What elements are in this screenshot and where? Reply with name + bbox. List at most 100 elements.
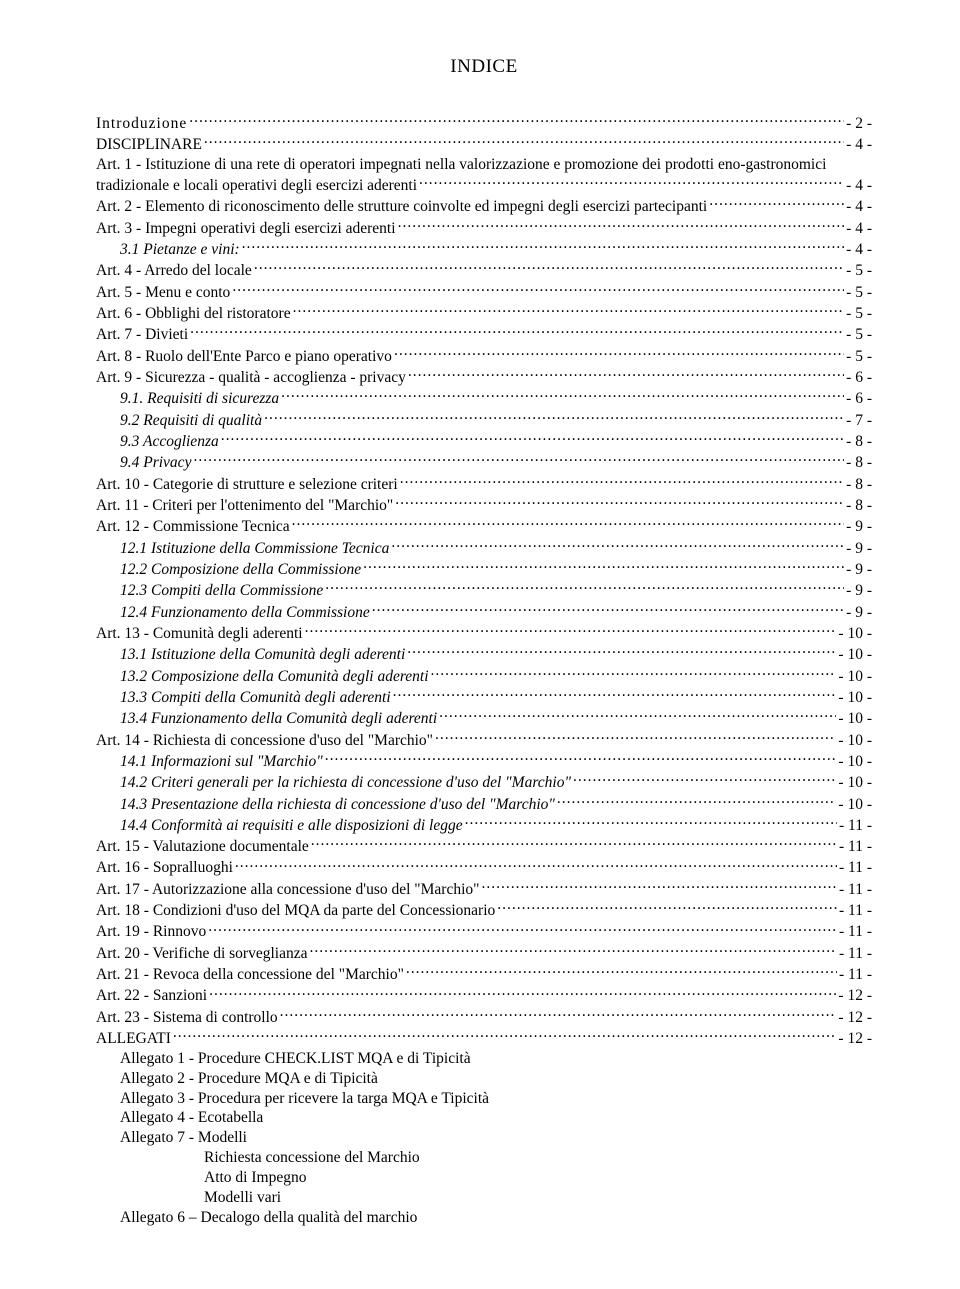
toc-page: - 10 -	[838, 645, 872, 665]
toc-page: - 10 -	[838, 624, 872, 644]
toc-line: 9.4 Privacy- 8 -	[96, 452, 872, 473]
toc-label: Art. 21 - Revoca della concessione del "…	[96, 965, 404, 985]
appendix-line: Modelli vari	[96, 1188, 872, 1208]
toc-dots	[189, 112, 844, 128]
toc-dots	[573, 772, 836, 788]
toc-line: Art. 14 - Richiesta di concessione d'uso…	[96, 729, 872, 750]
toc-page: - 9 -	[846, 603, 872, 623]
toc-line: Art. 17 - Autorizzazione alla concession…	[96, 878, 872, 899]
toc-line: 14.3 Presentazione della richiesta di co…	[96, 793, 872, 814]
toc-label: Art. 3 - Impegni operativi degli eserciz…	[96, 219, 396, 239]
toc-dots	[407, 644, 836, 660]
toc-page: - 2 -	[846, 114, 872, 134]
toc-page: - 11 -	[839, 922, 872, 942]
page: INDICE Introduzione- 2 -DISCIPLINARE- 4 …	[0, 0, 960, 1283]
toc-dots	[293, 302, 845, 318]
toc-label: Art. 23 - Sistema di controllo	[96, 1008, 278, 1028]
toc-line: Art. 3 - Impegni operativi degli eserciz…	[96, 217, 872, 238]
toc-label: Art. 14 - Richiesta di concessione d'uso…	[96, 731, 433, 751]
toc-dots	[393, 686, 837, 702]
toc-line: tradizionale e locali operativi degli es…	[96, 174, 872, 195]
toc-page: - 9 -	[846, 539, 872, 559]
toc-page: - 12 -	[838, 1008, 872, 1028]
toc-dots	[209, 985, 836, 1001]
toc-dots	[221, 430, 844, 446]
appendix-container: Allegato 1 - Procedure CHECK.LIST MQA e …	[96, 1049, 872, 1227]
toc-line: Art. 10 - Categorie di strutture e selez…	[96, 473, 872, 494]
toc-dots	[435, 729, 836, 745]
appendix-line: Richiesta concessione del Marchio	[96, 1148, 872, 1168]
toc-line: 12.1 Istituzione della Commissione Tecni…	[96, 537, 872, 558]
toc-page: - 7 -	[846, 411, 872, 431]
appendix-line: Allegato 2 - Procedure MQA e di Tipicità	[96, 1069, 872, 1089]
toc-page: - 12 -	[838, 986, 872, 1006]
toc-page: - 6 -	[846, 368, 872, 388]
toc-label: Art. 4 - Arredo del locale	[96, 261, 252, 281]
toc-dots	[242, 238, 845, 254]
toc-page: - 4 -	[846, 197, 872, 217]
toc-label: 14.2 Criteri generali per la richiesta d…	[120, 773, 571, 793]
toc-line: Art. 19 - Rinnovo - 11 -	[96, 921, 872, 942]
toc-line: 13.4 Funzionamento della Comunità degli …	[96, 708, 872, 729]
toc-label: 12.2 Composizione della Commissione	[120, 560, 361, 580]
toc-line: Art. 1 - Istituzione di una rete di oper…	[96, 155, 872, 175]
toc-label: Art. 22 - Sanzioni	[96, 986, 207, 1006]
toc-label: 14.3 Presentazione della richiesta di co…	[120, 795, 555, 815]
toc-line: Art. 6 - Obblighi del ristoratore- 5 -	[96, 302, 872, 323]
toc-line: 12.2 Composizione della Commissione- 9 -	[96, 558, 872, 579]
toc-label: Art. 6 - Obblighi del ristoratore	[96, 304, 291, 324]
toc-dots	[400, 473, 844, 489]
toc-label: Art. 8 - Ruolo dell'Ente Parco e piano o…	[96, 347, 392, 367]
toc-dots	[709, 196, 844, 212]
toc-dots	[465, 814, 837, 830]
toc-dots	[190, 324, 844, 340]
toc-line: 13.1 Istituzione della Comunità degli ad…	[96, 644, 872, 665]
toc-page: - 10 -	[838, 709, 872, 729]
toc-label: 9.4 Privacy	[120, 453, 191, 473]
toc-line: Art. 18 - Condizioni d'uso del MQA da pa…	[96, 900, 872, 921]
toc-label: Art. 19 - Rinnovo	[96, 922, 206, 942]
toc-line: 13.2 Composizione della Comunità degli a…	[96, 665, 872, 686]
toc-dots	[394, 345, 844, 361]
toc-label: 14.1 Informazioni sul "Marchio"	[120, 752, 323, 772]
toc-label: 3.1 Pietanze e vini:	[120, 240, 240, 260]
toc-label: DISCIPLINARE	[96, 135, 202, 155]
toc-dots	[193, 452, 844, 468]
toc-dots	[254, 260, 844, 276]
toc-label: 13.2 Composizione della Comunità degli a…	[120, 667, 429, 687]
toc-dots	[439, 708, 836, 724]
toc-label: Art. 12 - Commissione Tecnica	[96, 517, 290, 537]
toc-page: - 4 -	[846, 240, 872, 260]
toc-page: - 9 -	[846, 581, 872, 601]
toc-page: - 10 -	[838, 688, 872, 708]
toc-line: 14.1 Informazioni sul "Marchio"- 10 -	[96, 750, 872, 771]
toc-line: 9.3 Accoglienza- 8 -	[96, 430, 872, 451]
appendix-line: Allegato 7 - Modelli	[96, 1128, 872, 1148]
toc-dots	[408, 366, 844, 382]
toc-page: - 4 -	[846, 219, 872, 239]
toc-page: - 11 -	[839, 880, 872, 900]
appendix-line: Allegato 6 – Decalogo della qualità del …	[96, 1208, 872, 1228]
toc-dots	[235, 857, 837, 873]
toc-label: Art. 13 - Comunità degli aderenti	[96, 624, 303, 644]
toc-line: Art. 15 - Valutazione documentale- 11 -	[96, 836, 872, 857]
toc-page: - 12 -	[838, 1029, 872, 1049]
toc-dots	[481, 878, 837, 894]
toc-label: 12.3 Compiti della Commissione	[120, 581, 323, 601]
toc-line: Art. 8 - Ruolo dell'Ente Parco e piano o…	[96, 345, 872, 366]
toc-page: - 4 -	[846, 176, 872, 196]
toc-page: - 10 -	[838, 795, 872, 815]
toc-dots	[363, 558, 844, 574]
toc-dots	[325, 580, 844, 596]
toc-page: - 8 -	[846, 496, 872, 516]
toc-label: 12.4 Funzionamento della Commissione	[120, 603, 370, 623]
toc-line: 12.4 Funzionamento della Commissione - 9 …	[96, 601, 872, 622]
toc-page: - 8 -	[846, 475, 872, 495]
toc-label: 13.1 Istituzione della Comunità degli ad…	[120, 645, 405, 665]
toc-page: - 5 -	[846, 347, 872, 367]
toc-label: Art. 18 - Condizioni d'uso del MQA da pa…	[96, 901, 495, 921]
toc-line: Introduzione- 2 -	[96, 112, 872, 133]
toc-label: Art. 2 - Elemento di riconoscimento dell…	[96, 197, 707, 217]
toc-page: - 10 -	[838, 731, 872, 751]
toc-dots	[281, 388, 844, 404]
